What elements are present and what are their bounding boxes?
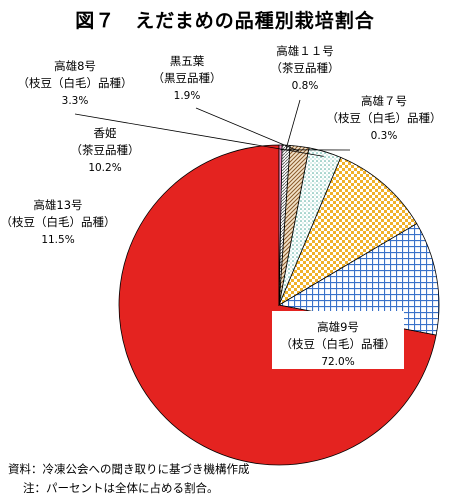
slice-label-name: 高雄9号 <box>317 320 359 334</box>
source-note: 資料：冷凍公会への聞き取りに基づき機構作成 <box>8 462 250 476</box>
slice-label-type: （茶豆品種） <box>271 61 340 75</box>
slice-label-value: 10.2% <box>88 162 121 174</box>
slice-label-type: （枝豆（白毛）品種） <box>1 215 116 229</box>
leader-line <box>195 107 300 152</box>
pie-slice <box>277 223 440 336</box>
pie-slice <box>278 144 283 306</box>
slice-label-name: 高雄７号 <box>361 94 407 108</box>
slice-label-name: 高雄8号 <box>54 59 96 73</box>
label-box <box>272 311 404 369</box>
pie-slice <box>278 156 418 306</box>
slice-label-type: （枝豆（白毛）品種） <box>18 76 133 90</box>
slice-label-name: 香姫 <box>94 126 117 140</box>
slice-label-type: （黒豆品種） <box>153 71 222 85</box>
slice-label-name: 黒五葉 <box>170 54 205 68</box>
slice-label-value: 1.9% <box>174 90 201 102</box>
slice-label-name: 高雄１１号 <box>276 44 334 58</box>
slice-label-type: （枝豆（白毛）品種） <box>281 337 396 351</box>
pie-slice <box>118 144 437 466</box>
slice-label-type: （茶豆品種） <box>71 143 140 157</box>
slice-label-value: 0.8% <box>292 80 319 92</box>
slice-label-value: 0.3% <box>371 130 398 142</box>
footnote: 注：パーセントは全体に占める割合。 <box>23 481 219 495</box>
slice-label-name: 高雄13号 <box>33 198 82 212</box>
chart-title: 図７ えだまめの品種別栽培割合 <box>75 10 375 32</box>
slice-label-type: （枝豆（白毛）品種） <box>327 111 442 125</box>
slice-label-value: 11.5% <box>41 234 74 246</box>
slice-label-value: 72.0% <box>321 356 354 368</box>
slice-label-value: 3.3% <box>62 95 89 107</box>
leader-line <box>74 113 324 157</box>
leader-line <box>285 99 301 151</box>
